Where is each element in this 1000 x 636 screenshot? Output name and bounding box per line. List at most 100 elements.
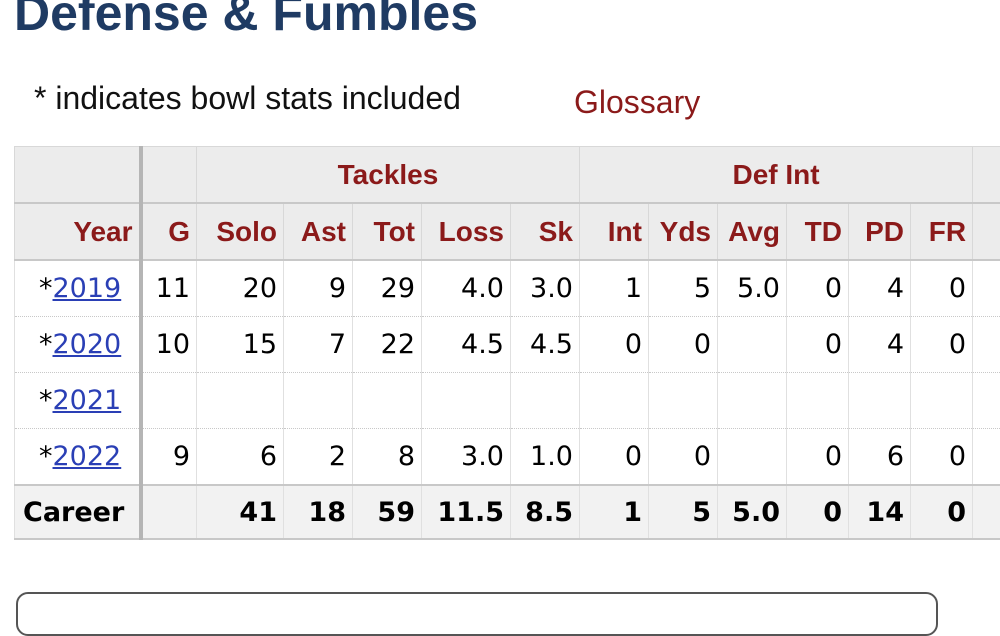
stat-cell: 6 <box>849 429 911 486</box>
stat-cell: 0 <box>787 317 849 373</box>
stat-cell: 0 <box>911 260 973 317</box>
career-totals-row: Career 41 18 59 11.5 8.5 1 5 5.0 0 14 0 <box>15 485 1000 539</box>
career-cell: 5 <box>649 485 718 539</box>
column-header-avg[interactable]: Avg <box>718 203 787 260</box>
defense-fumbles-table: Tackles Def Int Year G Solo Ast Tot Loss… <box>14 146 1000 540</box>
year-cell: *2022 <box>15 429 141 486</box>
stat-cell: 5 <box>649 260 718 317</box>
table-row-2022: *2022 9 6 2 8 3.0 1.0 0 0 0 6 0 <box>15 429 1000 486</box>
column-header-row: Year G Solo Ast Tot Loss Sk Int Yds Avg … <box>15 203 1000 260</box>
column-header-g[interactable]: G <box>141 203 197 260</box>
stat-cell: 20 <box>197 260 284 317</box>
column-header-int[interactable]: Int <box>580 203 649 260</box>
over-header-blank <box>15 147 141 204</box>
stat-cell <box>141 373 197 429</box>
year-link-2021[interactable]: 2021 <box>53 385 122 416</box>
year-cell: *2019 <box>15 260 141 317</box>
next-section-box <box>16 592 938 636</box>
column-header-td[interactable]: TD <box>787 203 849 260</box>
over-header-tackles: Tackles <box>197 147 580 204</box>
stat-cell: 0 <box>649 317 718 373</box>
column-header-loss[interactable]: Loss <box>422 203 511 260</box>
column-header-tot[interactable]: Tot <box>353 203 422 260</box>
year-cell: *2020 <box>15 317 141 373</box>
stat-cell-overflow <box>973 260 1000 317</box>
year-link-2019[interactable]: 2019 <box>53 273 122 304</box>
over-header-row: Tackles Def Int <box>15 147 1000 204</box>
career-cell: 14 <box>849 485 911 539</box>
stat-cell: 0 <box>580 429 649 486</box>
career-cell: 5.0 <box>718 485 787 539</box>
stat-cell: 3.0 <box>511 260 580 317</box>
stat-cell: 9 <box>284 260 353 317</box>
year-link-2022[interactable]: 2022 <box>53 441 122 472</box>
stat-cell <box>353 373 422 429</box>
defense-fumbles-table-container[interactable]: Tackles Def Int Year G Solo Ast Tot Loss… <box>14 146 1000 544</box>
over-header-def-int: Def Int <box>580 147 973 204</box>
column-header-pd[interactable]: PD <box>849 203 911 260</box>
stat-cell: 4.5 <box>511 317 580 373</box>
stat-cell: 8 <box>353 429 422 486</box>
stat-cell-overflow <box>973 317 1000 373</box>
stat-cell: 0 <box>787 260 849 317</box>
stat-cell: 1.0 <box>511 429 580 486</box>
stat-cell: 7 <box>284 317 353 373</box>
career-cell: 11.5 <box>422 485 511 539</box>
stat-cell <box>422 373 511 429</box>
stat-cell: 3.0 <box>422 429 511 486</box>
career-cell: 18 <box>284 485 353 539</box>
stat-cell-overflow <box>973 373 1000 429</box>
stat-cell <box>580 373 649 429</box>
over-header-blank-g <box>141 147 197 204</box>
column-header-sk[interactable]: Sk <box>511 203 580 260</box>
table-row-2020: *2020 10 15 7 22 4.5 4.5 0 0 0 4 0 <box>15 317 1000 373</box>
career-label: Career <box>15 485 141 539</box>
bowl-stats-note: * indicates bowl stats included <box>34 80 461 117</box>
stat-cell: 5.0 <box>718 260 787 317</box>
stat-cell: 0 <box>787 429 849 486</box>
column-header-yds[interactable]: Yds <box>649 203 718 260</box>
column-header-fr[interactable]: FR <box>911 203 973 260</box>
column-header-year[interactable]: Year <box>15 203 141 260</box>
career-cell <box>141 485 197 539</box>
stat-cell: 22 <box>353 317 422 373</box>
career-cell: 0 <box>787 485 849 539</box>
stat-cell: 4.5 <box>422 317 511 373</box>
career-cell-overflow <box>973 485 1000 539</box>
stat-cell: 1 <box>580 260 649 317</box>
table-row-2019: *2019 11 20 9 29 4.0 3.0 1 5 5.0 0 4 0 <box>15 260 1000 317</box>
stat-cell: 6 <box>197 429 284 486</box>
over-header-next <box>973 147 1000 204</box>
column-header-ast[interactable]: Ast <box>284 203 353 260</box>
stat-cell: 9 <box>141 429 197 486</box>
year-cell: *2021 <box>15 373 141 429</box>
stat-cell-overflow <box>973 429 1000 486</box>
stat-cell <box>718 373 787 429</box>
stat-cell <box>649 373 718 429</box>
stat-cell <box>911 373 973 429</box>
stat-cell: 10 <box>141 317 197 373</box>
stat-cell: 0 <box>649 429 718 486</box>
column-header-solo[interactable]: Solo <box>197 203 284 260</box>
stat-cell: 0 <box>580 317 649 373</box>
table-row-2021: *2021 <box>15 373 1000 429</box>
bowl-marker: * <box>39 273 53 304</box>
page-title: Defense & Fumbles <box>14 0 478 42</box>
year-link-2020[interactable]: 2020 <box>53 329 122 360</box>
bowl-marker: * <box>39 441 53 472</box>
career-cell: 0 <box>911 485 973 539</box>
bowl-marker: * <box>39 385 53 416</box>
career-cell: 59 <box>353 485 422 539</box>
glossary-link[interactable]: Glossary <box>574 84 700 121</box>
stat-cell <box>718 317 787 373</box>
stat-cell: 4 <box>849 260 911 317</box>
stat-cell <box>849 373 911 429</box>
column-header-next <box>973 203 1000 260</box>
stat-cell <box>197 373 284 429</box>
stat-cell <box>718 429 787 486</box>
bowl-marker: * <box>39 329 53 360</box>
career-cell: 8.5 <box>511 485 580 539</box>
career-cell: 1 <box>580 485 649 539</box>
stat-cell <box>511 373 580 429</box>
stat-cell: 0 <box>911 317 973 373</box>
